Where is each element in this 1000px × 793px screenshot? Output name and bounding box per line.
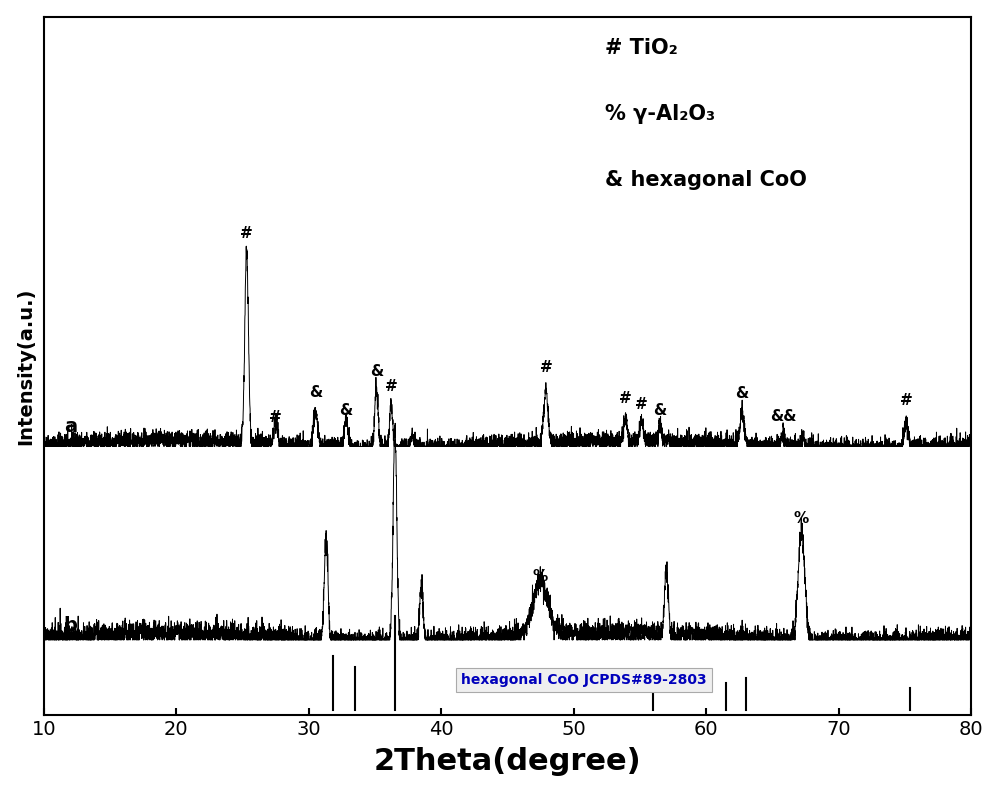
Text: %: % <box>533 569 548 584</box>
Text: & hexagonal CoO: & hexagonal CoO <box>605 170 807 190</box>
Text: #: # <box>900 393 913 408</box>
Text: #: # <box>619 391 632 406</box>
Text: #: # <box>540 359 552 374</box>
Text: % γ-Al₂O₃: % γ-Al₂O₃ <box>605 104 715 124</box>
Text: # TiO₂: # TiO₂ <box>605 37 678 58</box>
Text: %: % <box>794 511 809 527</box>
Text: &: & <box>339 404 353 419</box>
Text: #: # <box>269 411 282 425</box>
Y-axis label: Intensity(a.u.): Intensity(a.u.) <box>17 287 36 445</box>
Text: &&: && <box>770 409 796 423</box>
X-axis label: 2Theta(degree): 2Theta(degree) <box>374 747 641 776</box>
Text: #: # <box>385 379 397 394</box>
Text: a: a <box>64 417 77 435</box>
Text: #: # <box>635 396 648 412</box>
Text: &: & <box>370 364 383 379</box>
Text: hexagonal CoO JCPDS#89-2803: hexagonal CoO JCPDS#89-2803 <box>461 673 707 688</box>
Text: &: & <box>309 385 322 400</box>
Text: &: & <box>653 403 666 418</box>
Text: #: # <box>240 226 253 241</box>
Text: b: b <box>64 615 78 634</box>
Text: &: & <box>735 386 749 401</box>
